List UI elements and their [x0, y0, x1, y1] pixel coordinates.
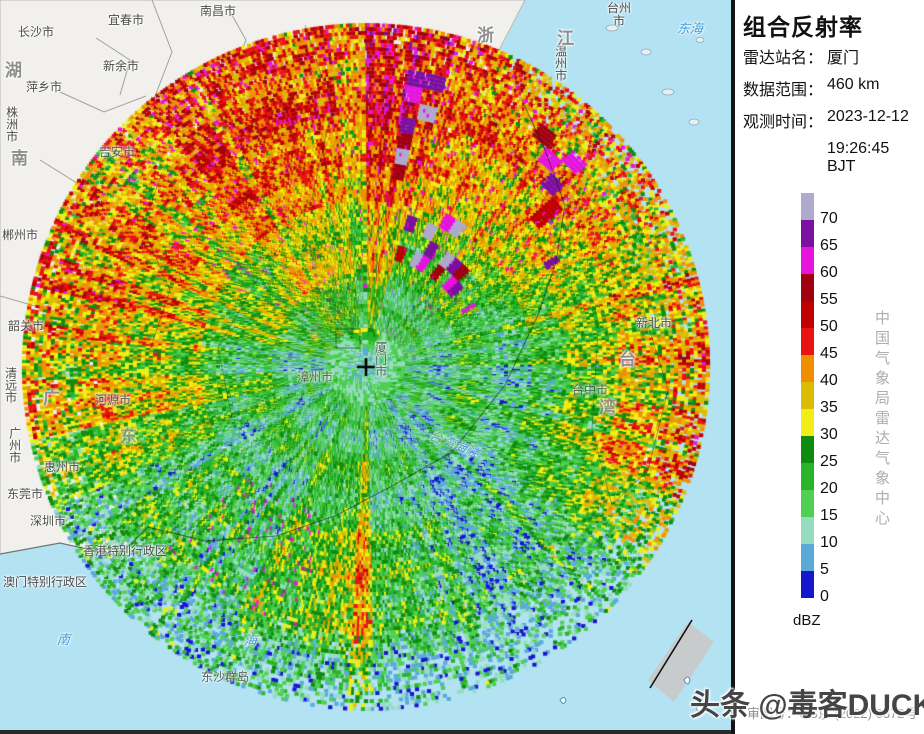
legend-segment	[801, 409, 814, 436]
small-islands-se	[559, 676, 704, 713]
legend-tick: 55	[820, 291, 838, 308]
info-row: 雷达站名： 厦门	[743, 44, 921, 68]
legend-tick: 65	[820, 237, 838, 254]
legend-tick: 60	[820, 264, 838, 281]
legend-segment	[801, 517, 814, 544]
legend-segment	[801, 247, 814, 274]
legend-tick: 10	[820, 534, 838, 551]
info-row: 19:26:45 BJT	[743, 140, 921, 176]
legend-tick: 5	[820, 561, 829, 578]
legend-segment	[801, 355, 814, 382]
legend-segment	[801, 436, 814, 463]
info-label: 雷达站名：	[743, 50, 824, 67]
legend-colorbar	[801, 193, 814, 598]
legend-tick: 0	[820, 588, 829, 605]
info-label: 数据范围：	[743, 82, 824, 99]
info-value: 19:26:45 BJT	[827, 140, 890, 175]
panel-title: 组合反射率	[743, 14, 863, 40]
inset-patch	[648, 619, 714, 702]
panel-divider	[731, 0, 735, 734]
info-label	[743, 140, 827, 176]
info-value: 2023-12-12	[827, 108, 909, 125]
info-row: 观测时间： 2023-12-12	[743, 108, 921, 132]
observation-info: 雷达站名： 厦门 数据范围： 460 km 观测时间： 2023-12-12 19:26:4…	[743, 44, 921, 184]
legend-tick: 20	[820, 480, 838, 497]
map-overlays	[0, 24, 714, 713]
info-label: 观测时间：	[743, 114, 824, 131]
legend-segment	[801, 301, 814, 328]
radar-echo-canvas	[0, 0, 733, 734]
legend-segment	[801, 220, 814, 247]
map-bottom-edge	[0, 730, 731, 734]
watermark: 头条 @毒客DUCK	[690, 689, 924, 722]
legend-tick: 70	[820, 210, 838, 227]
legend-tick: 40	[820, 372, 838, 389]
legend-segment	[801, 274, 814, 301]
province-borders-over-echo	[142, 24, 669, 506]
legend-tick: 50	[820, 318, 838, 335]
legend-tick: 35	[820, 399, 838, 416]
info-value: 460 km	[827, 76, 880, 93]
legend-segment	[801, 544, 814, 571]
agency-credit: 中国气象局雷达气象中心	[873, 310, 890, 530]
legend-segment	[801, 382, 814, 409]
legend-unit: dBZ	[793, 612, 821, 629]
legend-segment	[801, 571, 814, 598]
info-panel: 组合反射率 雷达站名： 厦门 数据范围： 460 km 观测时间： 2023-12-12 1…	[735, 0, 924, 734]
info-value: 厦门	[827, 50, 860, 67]
legend-tick: 30	[820, 426, 838, 443]
legend-tick: 15	[820, 507, 838, 524]
info-row: 数据范围： 460 km	[743, 76, 921, 100]
legend-segment	[801, 490, 814, 517]
legend-tick: 45	[820, 345, 838, 362]
coastline	[0, 99, 566, 557]
radar-map: 长沙市 宜春市 南昌市 新余市 萍乡市 株洲市 吉安市 郴州市 韶关市 清远市 河源市 广州市 惠州市东…	[0, 0, 733, 734]
xiamen-city-box	[335, 328, 361, 349]
legend-segment	[801, 193, 814, 220]
legend-segment	[801, 463, 814, 490]
approval-number: 审图号：GS京 (2022) 0372号	[747, 706, 918, 721]
legend-segment	[801, 328, 814, 355]
legend-tick: 25	[820, 453, 838, 470]
